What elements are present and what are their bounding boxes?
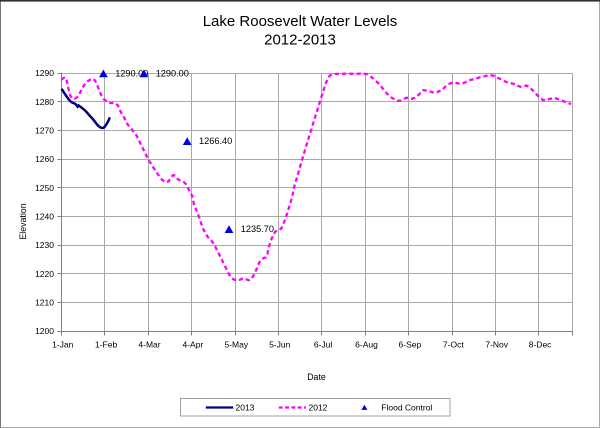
svg-text:1290: 1290 <box>35 68 54 78</box>
svg-text:1235.70: 1235.70 <box>241 224 274 234</box>
svg-text:1200: 1200 <box>35 326 54 336</box>
svg-text:6-Sep: 6-Sep <box>399 340 422 350</box>
svg-text:2012-2013: 2012-2013 <box>264 31 336 48</box>
svg-text:1240: 1240 <box>35 212 54 222</box>
svg-text:8-Dec: 8-Dec <box>529 340 552 350</box>
svg-text:4-Apr: 4-Apr <box>183 340 204 350</box>
svg-text:5-Jun: 5-Jun <box>269 340 291 350</box>
svg-text:1-Jan: 1-Jan <box>52 340 74 350</box>
svg-text:1250: 1250 <box>35 183 54 193</box>
svg-text:6-Aug: 6-Aug <box>355 340 378 350</box>
svg-text:1-Feb: 1-Feb <box>95 340 117 350</box>
svg-text:1280: 1280 <box>35 97 54 107</box>
svg-text:2013: 2013 <box>236 403 255 413</box>
svg-text:1210: 1210 <box>35 298 54 308</box>
svg-text:1290.00: 1290.00 <box>156 68 189 78</box>
svg-text:6-Jul: 6-Jul <box>314 340 333 350</box>
svg-text:1230: 1230 <box>35 240 54 250</box>
svg-text:Flood Control: Flood Control <box>381 403 432 413</box>
svg-text:1270: 1270 <box>35 126 54 136</box>
svg-text:4-Mar: 4-Mar <box>138 340 160 350</box>
svg-text:1290.00: 1290.00 <box>115 68 148 78</box>
svg-text:5-May: 5-May <box>224 340 248 350</box>
svg-text:1266.40: 1266.40 <box>199 136 232 146</box>
svg-text:Elevation: Elevation <box>18 203 28 239</box>
svg-text:7-Oct: 7-Oct <box>443 340 464 350</box>
svg-text:1220: 1220 <box>35 269 54 279</box>
svg-text:7-Nov: 7-Nov <box>485 340 508 350</box>
svg-text:1260: 1260 <box>35 154 54 164</box>
svg-text:Date: Date <box>307 372 326 382</box>
svg-text:2012: 2012 <box>309 403 328 413</box>
svg-text:Lake Roosevelt Water Levels: Lake Roosevelt Water Levels <box>203 13 398 30</box>
